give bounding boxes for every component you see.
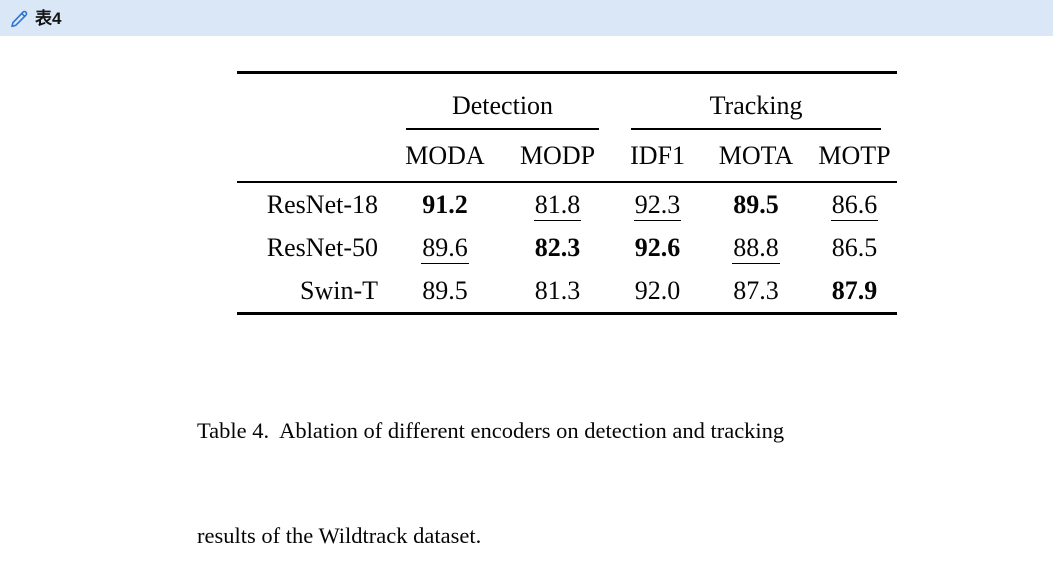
table-cell: 91.2 <box>390 182 500 226</box>
metric-value: 89.5 <box>422 275 468 305</box>
table-cell: 87.9 <box>812 269 897 314</box>
table-body: ResNet-18 91.2 81.8 92.3 89.5 86.6 ResNet-50 89… <box>237 182 897 314</box>
metric-value: 81.8 <box>533 189 582 221</box>
empty-header-cell <box>237 130 390 183</box>
metric-value: 89.6 <box>421 232 469 264</box>
group-label-tracking: Tracking <box>709 91 803 120</box>
table-caption: Table 4. Ablation of different encoders … <box>197 343 987 588</box>
metric-value: 92.3 <box>633 189 682 221</box>
table-cell: 92.0 <box>615 269 700 314</box>
col-header-moda: MODA <box>390 130 500 183</box>
metric-value: 81.3 <box>534 275 581 305</box>
col-header-idf1: IDF1 <box>615 130 701 183</box>
table-cell: 89.5 <box>390 269 500 314</box>
col-header-motp: MOTP <box>812 130 898 183</box>
group-tracking: Tracking <box>615 73 897 130</box>
results-table: Detection Tracking MODA MODP IDF1 MOTA M… <box>237 71 898 315</box>
metric-value: 88.8 <box>732 232 780 264</box>
table-cell: 87.3 <box>700 269 812 314</box>
detection-cmidrule <box>406 128 600 130</box>
empty-corner-cell <box>237 73 390 131</box>
column-header-row: MODA MODP IDF1 MOTA MOTP <box>237 130 898 183</box>
group-label-detection: Detection <box>451 91 554 120</box>
table-cell: 89.6 <box>390 226 500 269</box>
table-row: ResNet-50 89.6 82.3 92.6 88.8 86.5 <box>237 226 897 269</box>
table-cell: 89.5 <box>700 182 812 226</box>
caption-line-2: results of the Wildtrack dataset. <box>197 523 482 548</box>
table-cell: 92.6 <box>615 226 700 269</box>
metric-value: 82.3 <box>534 232 581 262</box>
table-cell: 82.3 <box>500 226 615 269</box>
metric-value: 92.0 <box>634 275 681 305</box>
metric-value: 86.6 <box>830 189 879 221</box>
metric-value: 91.2 <box>422 189 468 219</box>
table-tag-bar[interactable]: 表4 <box>0 0 1053 36</box>
row-label: ResNet-50 <box>266 232 378 262</box>
table-cell: 88.8 <box>700 226 812 269</box>
col-header-modp: MODP <box>500 130 616 183</box>
col-header-mota: MOTA <box>700 130 813 183</box>
paper-table-figure: Detection Tracking MODA MODP IDF1 MOTA M… <box>237 71 1027 315</box>
table-cell: 92.3 <box>615 182 700 226</box>
table-cell: 81.3 <box>500 269 615 314</box>
metric-value: 87.9 <box>831 275 878 305</box>
table-cell: 86.6 <box>812 182 897 226</box>
metric-value: 92.6 <box>634 232 681 262</box>
row-label: Swin-T <box>300 275 378 305</box>
metric-value: 89.5 <box>733 189 779 219</box>
tag-title: 表4 <box>35 8 62 28</box>
group-header-row: Detection Tracking <box>237 73 897 131</box>
metric-value: 87.3 <box>733 275 779 305</box>
metric-value: 86.5 <box>831 232 878 262</box>
table-row: ResNet-18 91.2 81.8 92.3 89.5 86.6 <box>237 182 897 226</box>
row-label: ResNet-18 <box>266 189 378 219</box>
pencil-icon[interactable] <box>10 9 29 28</box>
group-detection: Detection <box>390 73 615 130</box>
caption-line-1: Table 4. Ablation of different encoders … <box>197 418 785 443</box>
tracking-cmidrule <box>631 128 882 130</box>
table-cell: 86.5 <box>812 226 897 269</box>
table-row: Swin-T 89.5 81.3 92.0 87.3 87.9 <box>237 269 897 314</box>
table-cell: 81.8 <box>500 182 615 226</box>
